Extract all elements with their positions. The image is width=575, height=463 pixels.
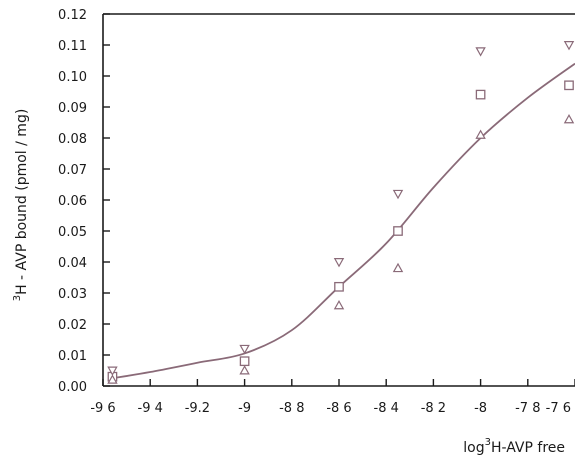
data-point-triangle-up: [239, 365, 250, 375]
y-tick-label: 0.01: [58, 349, 87, 364]
y-tick-label: 0.10: [58, 70, 87, 85]
data-point-triangle-up: [392, 262, 404, 273]
y-tick-label: 0.07: [58, 163, 87, 178]
x-tick-label: -8: [474, 401, 487, 416]
x-tick-label: -7 6: [546, 401, 571, 416]
y-tick-label: 0.04: [58, 256, 87, 271]
y-axis-label: 3H - AVP bound (pmol / mg): [12, 109, 30, 302]
x-tick-label: -9 6: [90, 401, 115, 416]
x-tick-label: -8 4: [374, 401, 399, 416]
data-point-square: [564, 80, 574, 91]
x-tick-label: -9 4: [138, 401, 163, 416]
data-point-triangle-down: [333, 258, 345, 268]
x-tick-label: -8 2: [421, 401, 446, 416]
y-tick-label: 0.00: [58, 380, 87, 395]
x-tick-label: -8 8: [279, 401, 304, 416]
y-tick-label: 0.05: [58, 225, 87, 240]
fit-curve-layer: [112, 62, 575, 380]
data-points: [107, 41, 575, 384]
x-axis-label: log3H-AVP free: [463, 437, 565, 456]
data-point-triangle-down: [239, 344, 250, 355]
x-axis-label-superscript: 3: [485, 437, 491, 448]
y-tick-label: 0.08: [58, 132, 87, 147]
data-point-triangle-down: [563, 41, 575, 51]
data-point-square: [239, 356, 250, 367]
data-point-square: [475, 89, 486, 100]
x-axis-label-log: log: [463, 440, 484, 456]
y-tick-label: 0.12: [58, 8, 87, 23]
data-point-square: [334, 281, 344, 292]
y-tick-label: 0.03: [58, 287, 87, 302]
x-axis-ticks: -9 6 -9 4 -9.2 -9 -8 8 -8 6 -8 4 -8 2 -8 -7 8 -7 6: [90, 379, 575, 416]
y-tick-label: 0.09: [58, 101, 87, 116]
data-point-triangle-down: [107, 366, 118, 376]
fitted-curve: [112, 62, 575, 380]
y-axis-ticks: 0.00 0.01 0.02 0.03 0.04 0.05 0.06 0.07 0.08 0.09…: [58, 8, 110, 395]
x-tick-label: -9: [238, 401, 251, 416]
data-point-triangle-up: [475, 129, 486, 139]
y-axis-label-superscript: 3: [12, 295, 23, 301]
data-point-triangle-up: [333, 299, 345, 310]
data-point-triangle-up: [107, 374, 118, 384]
x-tick-label: -8 6: [326, 401, 351, 416]
y-tick-label: 0.06: [58, 194, 87, 209]
data-point-triangle-up: [563, 113, 575, 124]
plot-frame: [102, 13, 575, 387]
data-point-triangle-down: [392, 189, 404, 200]
y-tick-label: 0.11: [58, 39, 87, 54]
x-tick-label: -9.2: [185, 401, 210, 416]
data-point-triangle-down: [475, 47, 486, 57]
x-axis-label-text: H-AVP free: [491, 440, 565, 456]
y-axis-label-text: H - AVP bound (pmol / mg): [14, 109, 30, 295]
data-point-square: [393, 226, 403, 236]
y-tick-label: 0.02: [58, 318, 87, 333]
x-tick-label: -7 8: [515, 401, 540, 416]
